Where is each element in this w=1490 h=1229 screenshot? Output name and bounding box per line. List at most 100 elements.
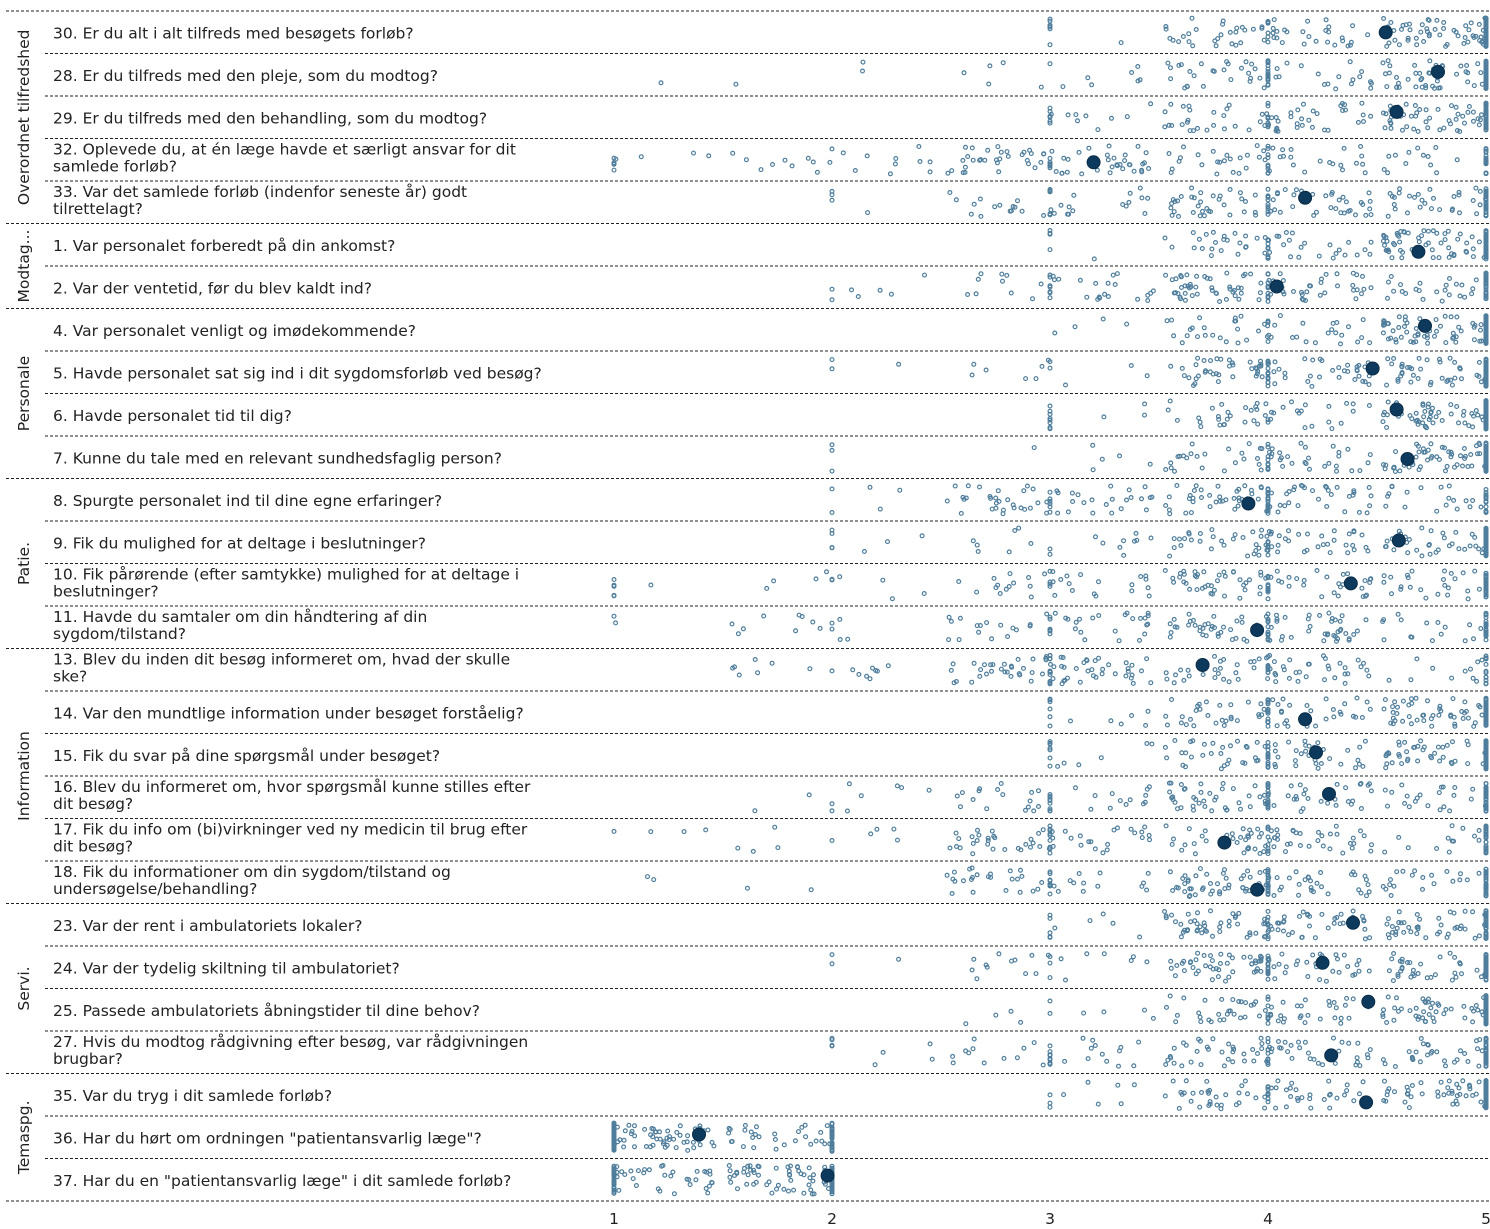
response-point (1384, 1092, 1390, 1098)
response-point (1346, 531, 1352, 537)
response-point (1387, 103, 1393, 109)
response-point (1280, 664, 1286, 670)
response-point (1047, 871, 1053, 877)
response-point (1052, 592, 1058, 598)
response-point (1182, 889, 1188, 895)
response-point (1031, 445, 1037, 451)
response-point (1483, 79, 1489, 85)
response-point (1058, 654, 1064, 660)
response-point (1336, 74, 1342, 80)
response-point (1331, 528, 1337, 534)
response-point (1483, 653, 1489, 659)
response-point (1256, 656, 1262, 662)
response-point (1388, 125, 1394, 131)
question-label: 17. Fik du info om (bi)virkninger ved ny… (53, 821, 528, 856)
response-point (1272, 322, 1278, 328)
response-point (736, 672, 742, 678)
response-point (1162, 124, 1168, 130)
response-point (1477, 117, 1483, 123)
response-point (1395, 971, 1401, 977)
response-point (1047, 723, 1053, 729)
response-point (1358, 890, 1364, 896)
response-point (845, 636, 851, 642)
response-point (1483, 796, 1489, 802)
response-point (1483, 361, 1489, 367)
response-point (1428, 410, 1434, 416)
response-point (1452, 784, 1458, 790)
response-point (1286, 583, 1292, 589)
response-point (1310, 889, 1316, 895)
response-point (1350, 996, 1356, 1002)
response-point (1284, 29, 1290, 35)
response-point (1320, 542, 1326, 548)
response-point (611, 828, 617, 834)
response-point (837, 574, 843, 580)
response-point (1234, 839, 1240, 845)
response-point (1342, 509, 1348, 515)
response-point (976, 484, 982, 490)
response-point (1238, 290, 1244, 296)
response-point (1261, 921, 1267, 927)
response-point (916, 144, 922, 150)
response-point (1382, 787, 1388, 793)
response-point (1008, 673, 1014, 679)
response-point (1265, 503, 1271, 509)
response-point (1367, 503, 1373, 509)
mean-point (1343, 576, 1358, 591)
response-point (1272, 670, 1278, 676)
response-point (1380, 1057, 1386, 1063)
response-point (1265, 701, 1271, 707)
response-point (1126, 162, 1132, 168)
response-point (1342, 107, 1348, 113)
response-point (1286, 574, 1292, 580)
response-point (1265, 454, 1271, 460)
response-point (1082, 637, 1088, 643)
response-point (1257, 584, 1263, 590)
response-point (1277, 154, 1283, 160)
response-point (1084, 951, 1090, 957)
response-point (1445, 931, 1451, 937)
response-point (1325, 663, 1331, 669)
question-label-line: 18. Fik du informationer om din sygdom/t… (53, 863, 451, 881)
response-point (1061, 155, 1067, 161)
response-point (1202, 828, 1208, 834)
response-point (1359, 585, 1365, 591)
response-point (1060, 654, 1066, 660)
response-point (1047, 496, 1053, 502)
response-point (1430, 665, 1436, 671)
response-point (1440, 576, 1446, 582)
response-point (1128, 957, 1134, 963)
response-point (1101, 951, 1107, 957)
response-point (1359, 153, 1365, 159)
response-point (1194, 453, 1200, 459)
response-point (1330, 255, 1336, 261)
response-point (1072, 324, 1078, 330)
response-point (1065, 156, 1071, 162)
response-point (1170, 836, 1176, 842)
response-point (1287, 702, 1293, 708)
question-label: 16. Blev du informeret om, hvor spørgsmå… (53, 778, 531, 813)
response-point (1184, 272, 1190, 278)
response-point (1259, 1046, 1265, 1052)
response-point (1447, 950, 1453, 956)
response-point (1396, 919, 1402, 925)
response-point (1223, 497, 1229, 503)
response-point (1137, 77, 1143, 83)
response-point (1340, 194, 1346, 200)
response-point (1178, 921, 1184, 927)
response-point (1257, 119, 1263, 125)
response-point (1425, 228, 1431, 234)
response-point (1040, 827, 1046, 833)
response-point (1388, 20, 1394, 26)
response-point (730, 665, 736, 671)
response-point (1207, 880, 1213, 886)
response-point (1393, 932, 1399, 938)
response-point (1173, 1019, 1179, 1025)
response-point (1193, 707, 1199, 713)
response-point (1038, 281, 1044, 287)
response-point (1338, 911, 1344, 917)
response-point (1194, 587, 1200, 593)
response-point (1483, 580, 1489, 586)
response-point (1452, 954, 1458, 960)
response-point (1346, 239, 1352, 245)
